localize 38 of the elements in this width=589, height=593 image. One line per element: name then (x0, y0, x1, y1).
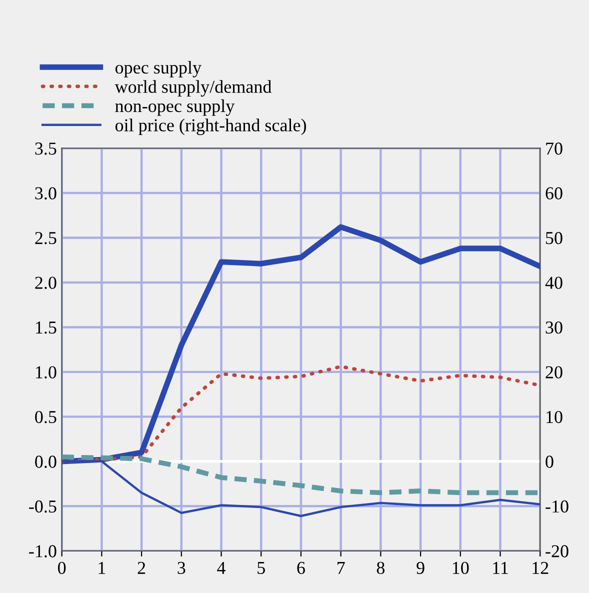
y2-tick-label: 60 (546, 187, 562, 200)
y-tick-label: -1.0 (29, 545, 56, 558)
x-tick-label: 4 (217, 562, 226, 574)
x-tick-label: 6 (297, 562, 305, 574)
y2-tick-label: 70 (546, 142, 562, 155)
legend-label: oil price (right-hand scale) (115, 118, 306, 136)
y-tick-label: -0.5 (29, 500, 56, 513)
y2-tick-label: 10 (546, 410, 562, 424)
x-tick-label: 2 (138, 562, 146, 574)
x-tick-label: 0 (58, 562, 66, 574)
y2-tick-label: 30 (546, 321, 562, 334)
y-tick-label: 2.0 (35, 276, 56, 289)
x-tick-label: 9 (416, 562, 424, 574)
y2-tick-label: 40 (545, 276, 562, 289)
y-tick-label: 0.5 (35, 410, 56, 424)
y2-tick-label: -10 (546, 500, 568, 513)
line-series (62, 454, 540, 496)
legend-label: world supply/demand (114, 80, 272, 97)
y-tick-label: 1.5 (36, 322, 56, 334)
x-tick-label: 8 (376, 562, 385, 574)
x-tick-label: 1 (98, 562, 106, 574)
x-tick-label: 12 (532, 562, 548, 574)
y-tick-label: 1.0 (36, 366, 56, 378)
y2-tick-label: -20 (546, 545, 568, 558)
legend-label: opec supply (115, 60, 202, 78)
y2-tick-label: 20 (546, 366, 562, 378)
x-tick-label: 11 (493, 562, 508, 574)
y-tick-label: 0.0 (35, 456, 56, 468)
y-tick-label: 3.5 (35, 142, 56, 155)
x-tick-label: 7 (338, 562, 345, 574)
x-tick-label: 10 (452, 562, 469, 574)
legend-label: non-opec supply (115, 99, 235, 116)
y-tick-label: 3.0 (35, 187, 56, 200)
y2-tick-label: 0 (546, 456, 554, 468)
y2-tick-label: 50 (546, 232, 562, 244)
y-tick-label: 2.5 (35, 232, 56, 244)
x-tick-label: 3 (178, 562, 186, 574)
x-tick-label: 5 (258, 562, 265, 574)
